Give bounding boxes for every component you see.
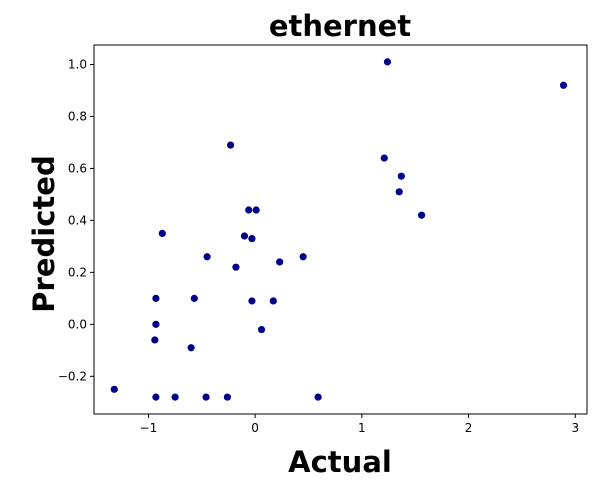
data-point [110, 385, 118, 393]
data-point [245, 206, 253, 214]
y-axis-ticks: −0.2 0.0 0.2 0.4 0.6 0.8 1.0 [58, 57, 94, 383]
data-point [203, 253, 211, 261]
data-point [152, 294, 160, 302]
data-point [269, 297, 277, 305]
x-tick-label: −1 [140, 421, 158, 435]
x-tick-label: 2 [465, 421, 473, 435]
data-point [248, 297, 256, 305]
data-point [152, 393, 160, 401]
y-tick-label: 0.8 [68, 109, 87, 123]
data-point [232, 263, 240, 271]
data-point [240, 232, 249, 240]
data-point [397, 172, 405, 180]
plot-area [93, 44, 588, 415]
data-point [380, 154, 388, 162]
data-point [395, 188, 403, 196]
chart-title: ethernet [269, 9, 411, 43]
y-tick-label: 0.2 [68, 265, 87, 279]
data-point [417, 211, 426, 219]
data-point [171, 393, 179, 401]
x-axis-ticks: −1 0 1 2 3 [140, 414, 579, 435]
data-point [252, 206, 260, 214]
data-point [559, 81, 568, 89]
y-tick-label: 0.0 [68, 317, 87, 331]
data-point [276, 258, 284, 266]
data-points [110, 58, 568, 401]
x-tick-label: 0 [251, 421, 259, 435]
data-point [151, 336, 159, 344]
data-point [152, 320, 160, 328]
data-point [202, 393, 210, 401]
axes-frame [93, 44, 588, 415]
data-point [314, 393, 322, 401]
y-tick-label: 0.4 [68, 213, 87, 227]
data-point [187, 344, 195, 352]
data-point [158, 229, 166, 237]
y-tick-label: 0.6 [68, 161, 87, 175]
y-tick-label: 1.0 [68, 57, 87, 71]
data-point [257, 325, 266, 334]
data-point [190, 294, 198, 302]
y-axis-label: Predicted [27, 155, 61, 312]
data-point [226, 141, 235, 149]
data-point [248, 234, 256, 243]
x-tick-label: 3 [571, 421, 579, 435]
x-axis-label: Actual [288, 445, 392, 479]
data-point [383, 58, 392, 66]
data-point [299, 253, 307, 261]
y-tick-label: −0.2 [58, 369, 87, 383]
data-point [223, 393, 231, 401]
x-tick-label: 1 [358, 421, 366, 435]
